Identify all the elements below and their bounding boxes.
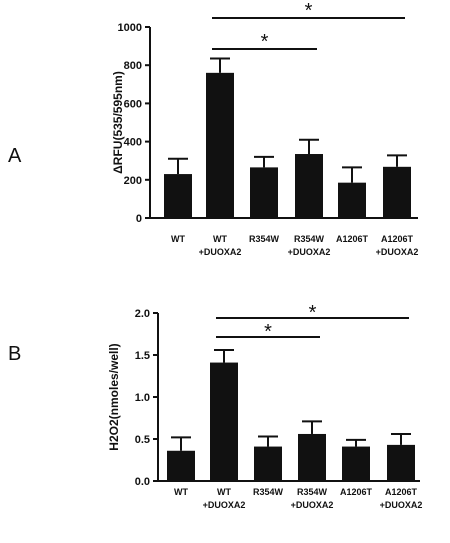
category-label: A1206T: [385, 487, 418, 497]
y-tick-label: 0.5: [135, 434, 150, 446]
category-label: R354W: [297, 487, 328, 497]
significance-star: *: [264, 321, 272, 343]
bar: [206, 72, 234, 218]
category-label: R354W: [249, 234, 280, 244]
y-tick-label: 1.5: [135, 350, 150, 362]
bar: [383, 166, 411, 218]
y-tick-label: 600: [124, 98, 142, 110]
bar: [295, 154, 323, 218]
bar: [250, 167, 278, 218]
bar: [210, 362, 238, 481]
category-label: +DUOXA2: [203, 500, 246, 510]
category-label: WT: [213, 234, 227, 244]
category-label: +DUOXA2: [291, 500, 334, 510]
bar: [167, 450, 195, 481]
y-tick-label: 1.0: [135, 392, 150, 404]
y-axis-title: H2O2(nmoles/well): [107, 343, 121, 450]
category-label: A1206T: [340, 487, 373, 497]
y-tick-label: 1000: [118, 22, 142, 34]
y-tick-label: 0.0: [135, 476, 150, 488]
y-tick-label: 2.0: [135, 308, 150, 320]
category-label: +DUOXA2: [288, 247, 331, 257]
category-label: WT: [217, 487, 231, 497]
y-tick-label: 800: [124, 60, 142, 72]
category-label: +DUOXA2: [380, 500, 423, 510]
bar: [254, 446, 282, 481]
bar: [164, 174, 192, 218]
bar: [342, 446, 370, 481]
y-tick-label: 400: [124, 137, 142, 149]
y-tick-label: 0: [136, 213, 142, 225]
y-axis-title: ΔRFU(535/595nm): [111, 71, 125, 174]
category-label: +DUOXA2: [376, 247, 419, 257]
chart-panel-b: B 0.0 0.5 1.0 1.5 2.0 H2O2(nmoles/well) WT WT +DU…: [8, 302, 422, 510]
bar: [298, 433, 326, 481]
category-label: A1206T: [381, 234, 414, 244]
significance-star: *: [261, 31, 269, 53]
category-label: A1206T: [336, 234, 369, 244]
category-label: R354W: [294, 234, 325, 244]
panel-label: B: [8, 343, 21, 365]
y-tick-label: 200: [124, 175, 142, 187]
panel-label: A: [8, 145, 22, 167]
category-label: R354W: [253, 487, 284, 497]
bar: [387, 444, 415, 481]
significance-star: *: [309, 302, 317, 324]
chart-panel-a: A 0 200 400 600 800 1000 ΔRFU(535/595nm) WT WT +DU…: [8, 0, 418, 257]
category-label: WT: [171, 234, 185, 244]
bar: [338, 182, 366, 218]
significance-star: *: [305, 0, 313, 22]
category-label: +DUOXA2: [199, 247, 242, 257]
category-label: WT: [174, 487, 188, 497]
